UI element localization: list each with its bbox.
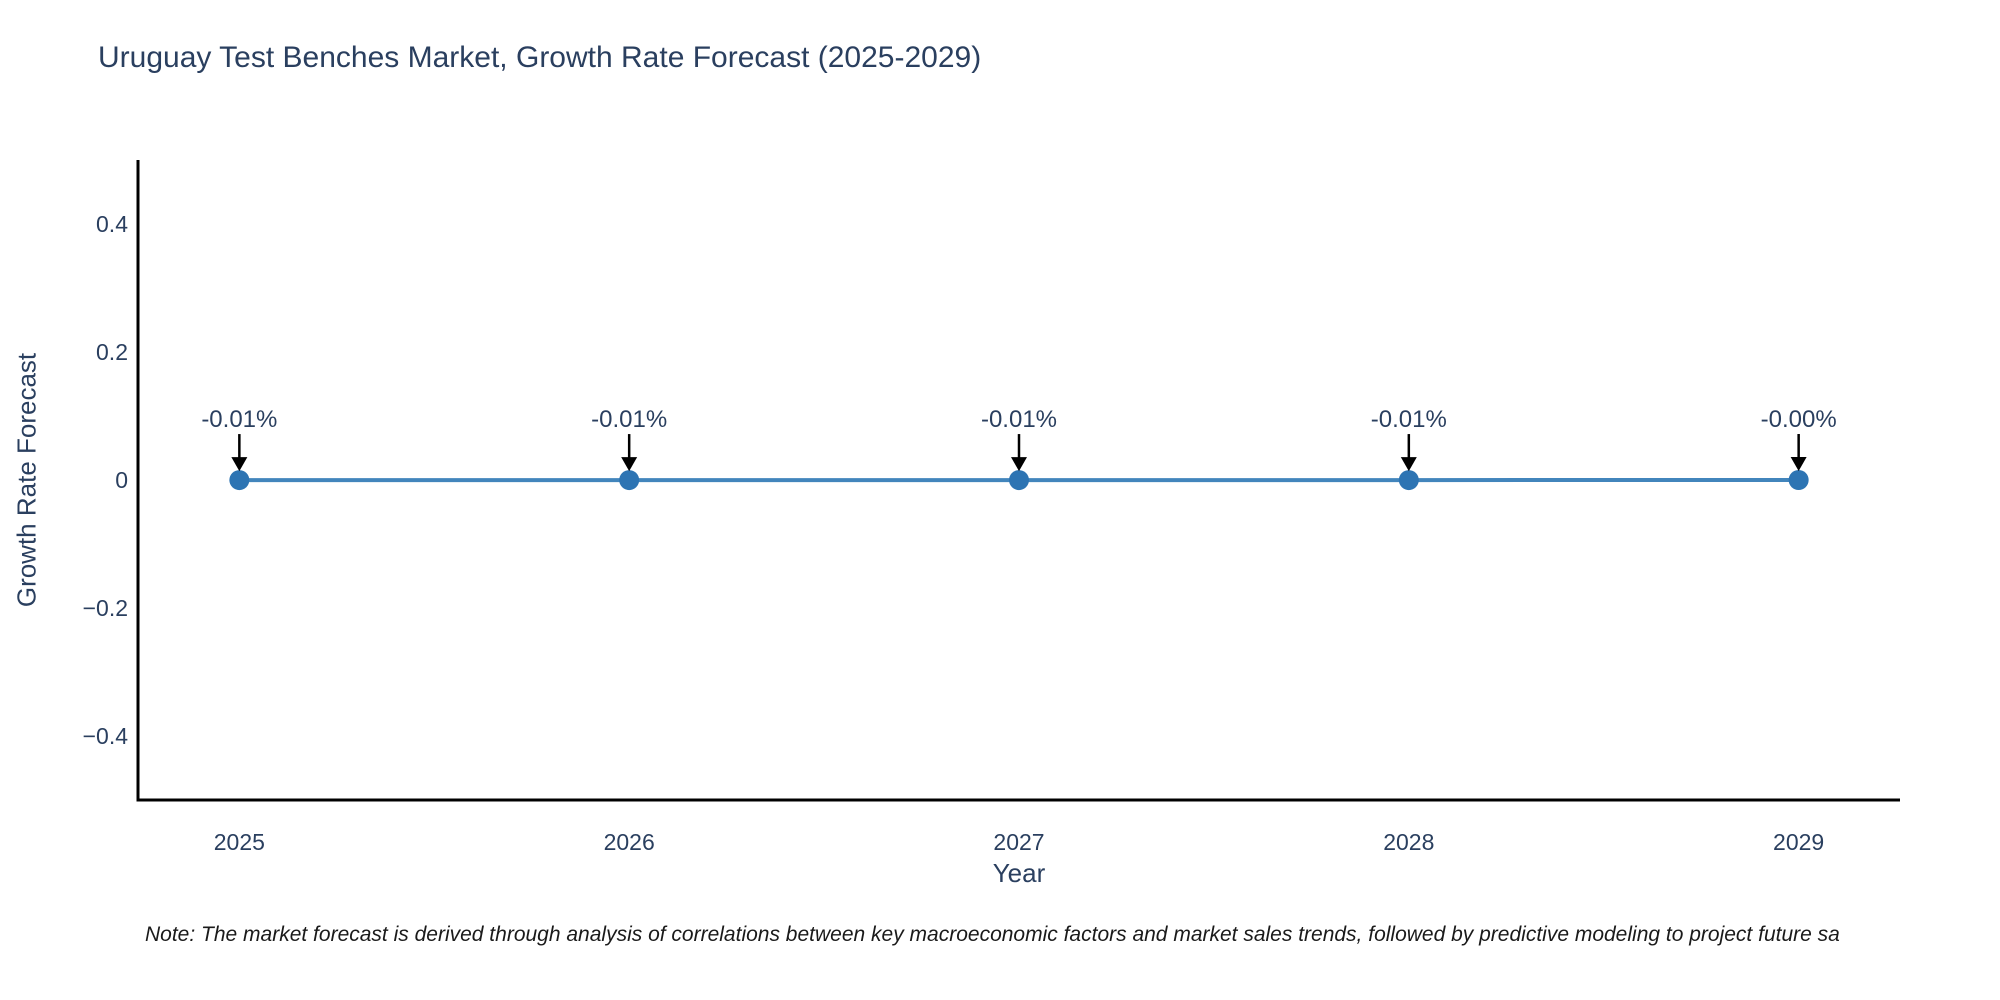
- annotation-arrow-head: [1790, 457, 1807, 471]
- point-annotation: -0.01%: [591, 406, 668, 434]
- data-point-marker: [229, 470, 250, 491]
- point-annotation: -0.00%: [1760, 406, 1837, 433]
- point-annotation: -0.01%: [980, 406, 1058, 434]
- x-tick-label: 2025: [213, 829, 265, 855]
- annotation-arrow-head: [1011, 457, 1027, 472]
- annotation-arrow-head: [231, 457, 248, 472]
- data-point-marker: [1788, 470, 1809, 490]
- x-axis-title: Year: [992, 858, 1046, 888]
- footnote: Note: The market forecast is derived thr…: [145, 923, 1840, 946]
- y-tick-label: 0.2: [96, 339, 128, 365]
- y-tick-label: 0.4: [96, 211, 128, 237]
- data-point-marker: [619, 470, 640, 491]
- data-point-marker: [1398, 470, 1419, 491]
- x-tick-label: 2026: [603, 829, 655, 855]
- x-tick-label: 2028: [1383, 829, 1435, 855]
- point-annotation: -0.01%: [1370, 406, 1447, 434]
- chart-title: Uruguay Test Benches Market, Growth Rate…: [98, 41, 982, 74]
- x-tick-label: 2027: [993, 829, 1045, 855]
- annotation-arrow-head: [1400, 457, 1417, 472]
- data-point-marker: [1009, 470, 1029, 491]
- y-tick-label: −0.2: [82, 595, 128, 621]
- x-tick-label: 2029: [1773, 829, 1825, 855]
- y-tick-label: 0: [115, 467, 128, 493]
- y-tick-label: −0.4: [82, 723, 128, 749]
- annotation-arrow-head: [621, 457, 638, 472]
- point-annotation: -0.01%: [201, 406, 278, 434]
